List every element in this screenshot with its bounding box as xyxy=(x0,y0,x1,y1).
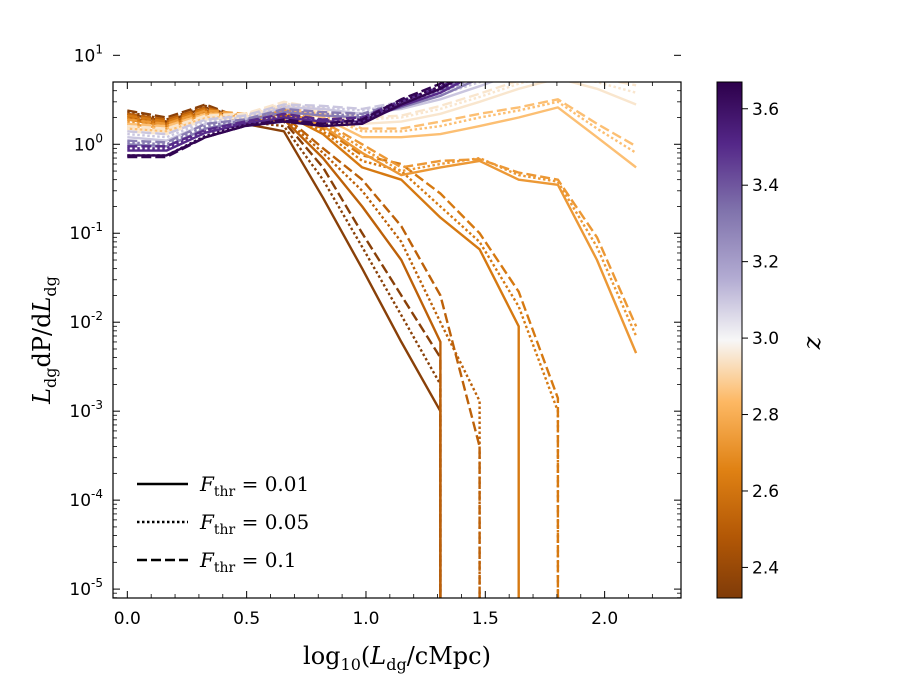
colorbar-ticks: 2.4 2.6 2.8 3.0 3.2 3.4 3.6 xyxy=(742,100,779,578)
series-line-dashed-z3.5 xyxy=(127,82,453,148)
series-line-dashed-z2.73 xyxy=(127,106,638,327)
x-tick-label: 1.0 xyxy=(352,609,379,629)
x-tick-label: 0.5 xyxy=(233,609,260,629)
y-tick-label: 10-5 xyxy=(69,576,103,600)
series-line-dashed-z3.3 xyxy=(127,82,461,144)
y-tick-label: 101 xyxy=(74,42,103,66)
y-tick-label: 10-4 xyxy=(69,487,103,511)
y-axis: 10210110010-110-210-310-410-5 xyxy=(69,42,681,600)
colorbar-tick-label: 2.6 xyxy=(752,482,779,502)
series-line-dashed-z3.1 xyxy=(127,82,475,136)
colorbar-label: z xyxy=(798,336,826,350)
series-line-dotted-z3.5 xyxy=(127,82,458,150)
series-line-solid-z2.35 xyxy=(127,106,442,598)
y-tick-label: 10-1 xyxy=(69,220,103,244)
x-tick-label: 2.0 xyxy=(591,609,618,629)
series-line-dashed-z2.85 xyxy=(127,98,637,148)
legend-label: Fthr = 0.01 xyxy=(199,472,309,500)
legend-label: Fthr = 0.1 xyxy=(199,548,297,576)
series-lines xyxy=(127,82,638,598)
series-line-dashed-z2.62 xyxy=(127,107,560,598)
plot-frame xyxy=(112,81,682,599)
series-line-dotted-z2.73 xyxy=(127,107,638,337)
series-line-solid-z2.52 xyxy=(127,109,442,598)
y-tick-label: 100 xyxy=(74,131,103,155)
x-tick-label: 1.5 xyxy=(472,609,499,629)
series-line-dashed-z2.52 xyxy=(127,106,481,598)
series-line-dotted-z2.62 xyxy=(127,109,560,598)
y-axis-title: LdgdP/dLdg xyxy=(28,276,60,405)
x-axis: 0.0 0.5 1.0 1.5 2.0 xyxy=(114,82,653,629)
series-line-dashed-z3.65 xyxy=(127,82,446,159)
series-line-dotted-z2.35 xyxy=(127,104,442,598)
legend-label: Fthr = 0.05 xyxy=(199,510,309,538)
colorbar-tick-label: 3.2 xyxy=(752,253,779,273)
y-tick-label: 10-2 xyxy=(69,309,103,333)
colorbar-tick-label: 2.4 xyxy=(752,558,779,578)
colorbar xyxy=(716,81,743,599)
colorbar-tick-label: 3.4 xyxy=(752,176,779,196)
x-axis-title: log10(Ldg/cMpc) xyxy=(303,642,491,674)
series-line-dashed-z2.95 xyxy=(127,82,637,130)
series-line-solid-z2.62 xyxy=(127,110,520,598)
colorbar-tick-label: 3.0 xyxy=(752,329,779,349)
legend: Fthr = 0.01 Fthr = 0.05 Fthr = 0.1 xyxy=(137,472,309,576)
x-tick-label: 0.0 xyxy=(114,609,141,629)
series-line-dotted-z2.52 xyxy=(127,107,481,598)
colorbar-tick-label: 3.6 xyxy=(752,100,779,120)
series-line-dotted-z2.95 xyxy=(127,82,637,133)
series-line-dashed-z2.35 xyxy=(127,103,442,598)
colorbar-tick-label: 2.8 xyxy=(752,406,779,426)
y-tick-label: 10-3 xyxy=(69,398,103,422)
